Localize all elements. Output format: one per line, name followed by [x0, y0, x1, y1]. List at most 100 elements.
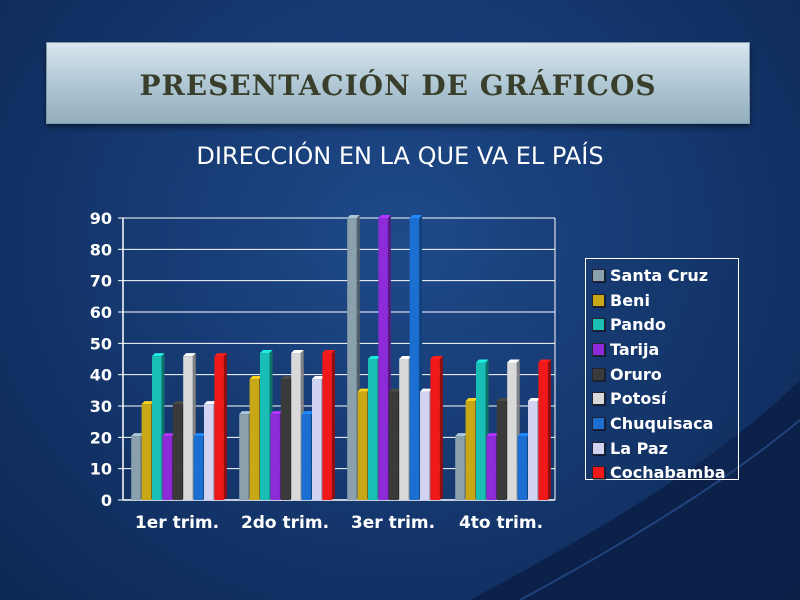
bar-top	[347, 215, 360, 218]
bar	[388, 391, 399, 500]
bar-side	[223, 353, 227, 500]
x-tick-label: 3er trim.	[351, 513, 435, 533]
slide-subtitle: DIRECCIÓN EN LA QUE VA EL PAÍS	[196, 142, 604, 170]
bar-side	[547, 359, 551, 500]
bar	[214, 356, 224, 500]
bar	[172, 404, 183, 500]
bar-top	[399, 356, 412, 359]
y-tick-label: 0	[101, 491, 112, 510]
bar-top	[538, 359, 551, 363]
bar-top	[312, 376, 325, 380]
bar	[528, 400, 538, 500]
bar	[517, 436, 528, 500]
legend-label: Tarija	[610, 339, 660, 359]
bar-top	[517, 433, 531, 437]
bar-top	[388, 388, 402, 392]
legend-swatch	[592, 367, 605, 381]
bar	[291, 353, 301, 500]
bar	[420, 391, 430, 500]
bar	[507, 362, 517, 500]
bar-top	[152, 353, 165, 357]
bar-top	[378, 215, 391, 218]
bar-top	[507, 359, 520, 363]
legend-label: Beni	[610, 290, 650, 310]
bar-top	[455, 433, 468, 437]
legend-swatch	[592, 416, 605, 430]
legend-item: Beni	[592, 288, 738, 313]
legend-item: Chuquisaca	[592, 411, 738, 436]
title-bar: PRESENTACIÓN DE GRÁFICOS	[46, 42, 750, 124]
bar-top	[270, 411, 283, 415]
legend-item: Tarija	[592, 337, 738, 362]
bar	[538, 362, 548, 500]
bar	[368, 359, 378, 500]
bar-top	[280, 376, 294, 380]
x-tick-label: 1er trim.	[135, 513, 219, 533]
bar	[141, 404, 152, 500]
legend-swatch	[592, 318, 605, 332]
bar	[249, 379, 260, 500]
bar	[399, 359, 409, 500]
bar-top	[322, 350, 335, 354]
slide-title: PRESENTACIÓN DE GRÁFICOS	[139, 68, 657, 102]
legend-item: Cochabamba	[592, 461, 738, 486]
bar-top	[301, 411, 315, 415]
legend-swatch	[592, 441, 605, 455]
bar-top	[465, 397, 479, 401]
y-tick-label: 20	[90, 428, 112, 447]
legend-swatch	[592, 342, 605, 356]
bar-top	[141, 401, 155, 405]
legend-label: Cochabamba	[610, 463, 726, 483]
bar	[193, 436, 204, 500]
legend-label: Santa Cruz	[610, 265, 709, 285]
bar-top	[193, 433, 207, 437]
bar	[347, 218, 357, 500]
y-tick-label: 30	[90, 397, 112, 416]
y-tick-label: 90	[90, 209, 112, 228]
bar-top	[409, 215, 423, 218]
bar-top	[260, 350, 273, 354]
bar-top	[357, 388, 371, 392]
y-tick-label: 80	[90, 240, 112, 259]
bar	[455, 436, 465, 500]
bar	[476, 362, 486, 500]
legend-label: Chuquisaca	[610, 413, 714, 433]
legend-item: Santa Cruz	[592, 263, 738, 288]
bar	[465, 400, 476, 500]
y-tick-label: 40	[90, 366, 112, 385]
bar	[183, 356, 193, 500]
bar	[131, 436, 141, 500]
bar-top	[496, 397, 510, 401]
bar-top	[204, 401, 217, 405]
bar	[486, 436, 496, 500]
legend-item: Oruro	[592, 362, 738, 387]
legend-swatch	[592, 392, 605, 406]
bar-top	[528, 397, 541, 401]
bar-top	[291, 350, 304, 354]
bar-top	[430, 356, 443, 359]
bar-top	[183, 353, 196, 357]
x-tick-label: 2do trim.	[241, 513, 329, 533]
bar	[378, 218, 388, 500]
bar-top	[172, 401, 186, 405]
chart-legend: Santa Cruz Beni Pando Tarija Oruro Potosí Chuq…	[585, 258, 739, 482]
bar-side	[439, 356, 443, 500]
y-tick-label: 50	[90, 334, 112, 353]
bar-top	[131, 433, 144, 437]
y-tick-label: 70	[90, 272, 112, 291]
bar-top	[368, 356, 381, 359]
bar	[239, 414, 249, 500]
bar	[301, 414, 312, 500]
bar	[496, 400, 507, 500]
bar-top	[249, 376, 263, 380]
bar	[162, 436, 172, 500]
bar	[280, 379, 291, 500]
legend-swatch	[592, 466, 605, 480]
legend-item: La Paz	[592, 436, 738, 461]
legend-swatch	[592, 268, 605, 282]
bar	[270, 414, 280, 500]
bar-top	[486, 433, 499, 437]
bar	[409, 218, 420, 500]
bar	[204, 404, 214, 500]
